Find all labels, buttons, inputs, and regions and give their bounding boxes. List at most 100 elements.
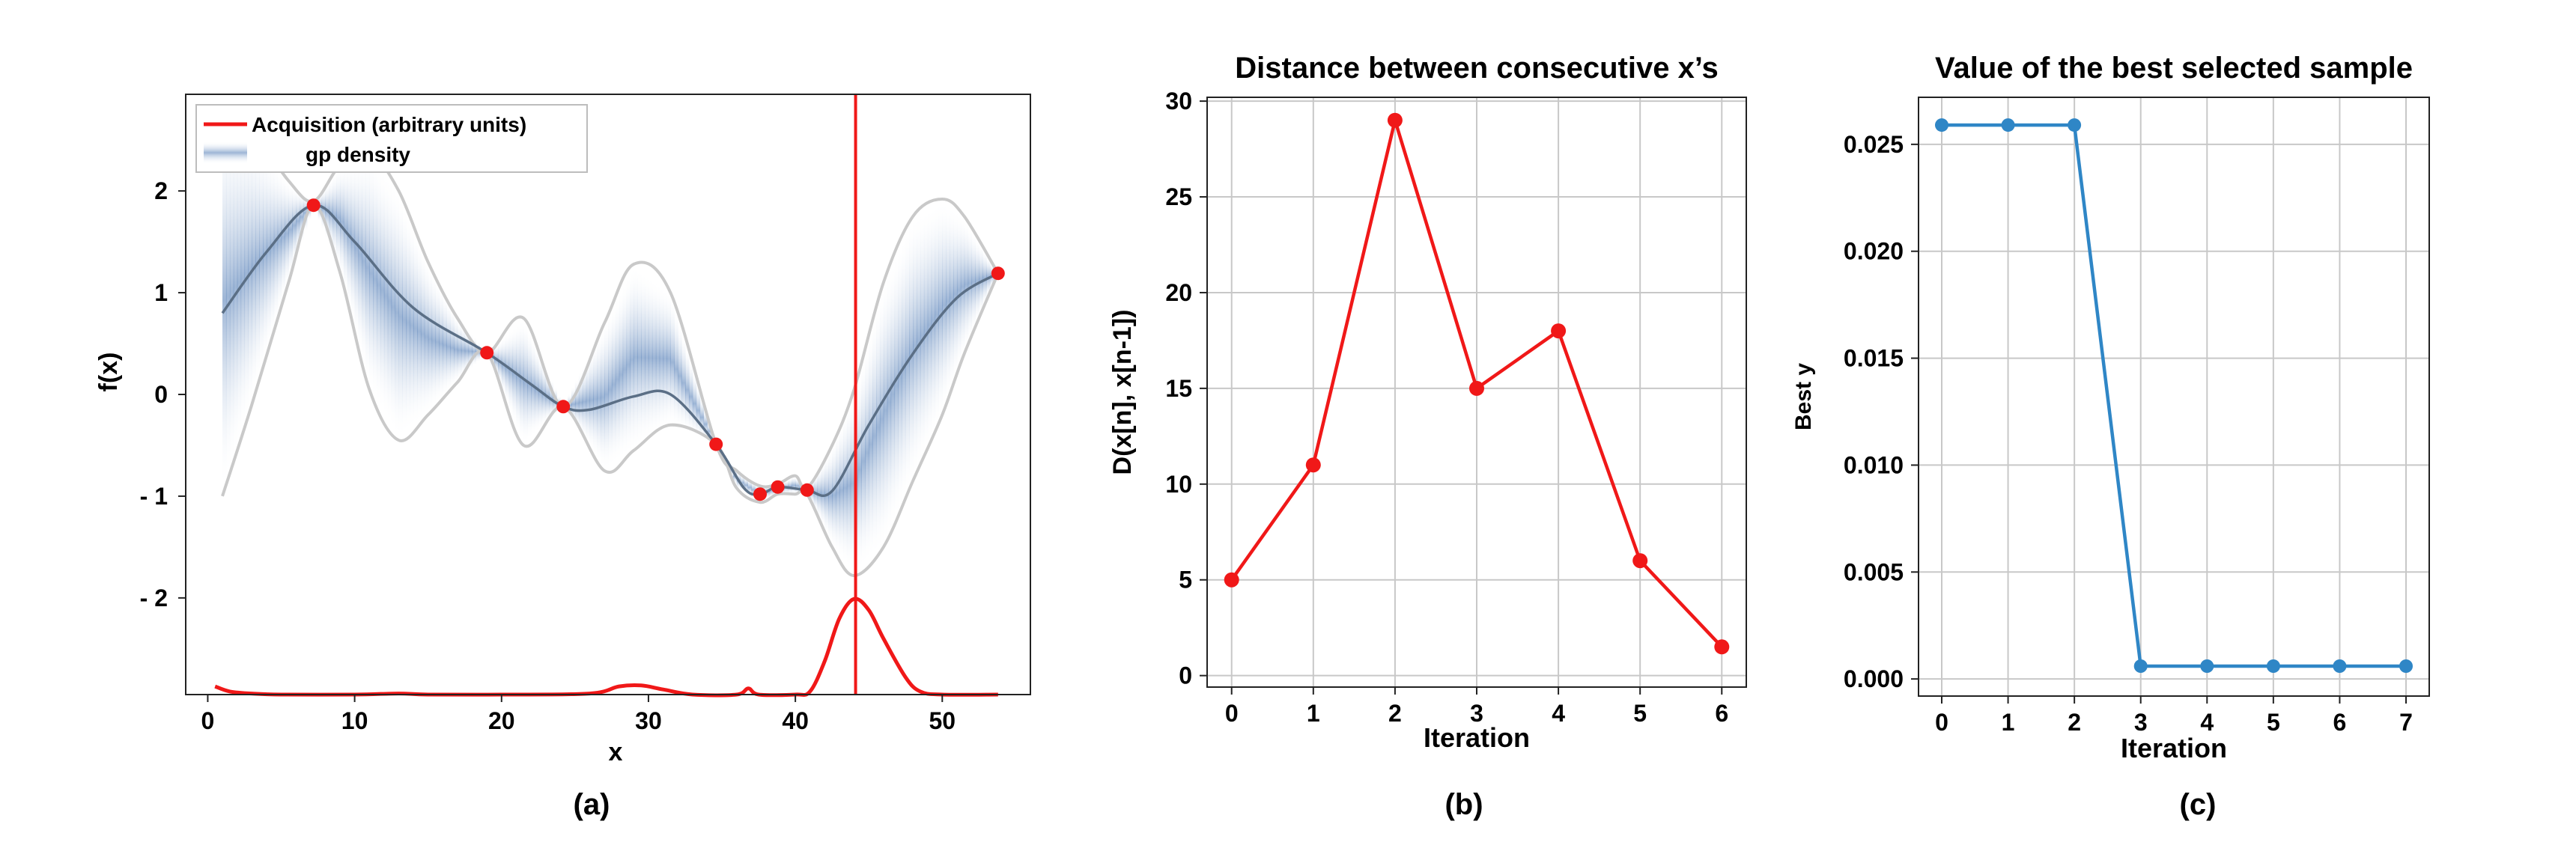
density-strip [839,421,844,559]
density-strip [270,158,275,338]
density-strip [857,369,862,570]
data-point [2200,659,2214,673]
density-strip [248,128,252,411]
x-tick-label-a: 40 [782,707,809,734]
axes-c: 0 1 2 3 4 5 6 7 0.000 0.005 0.010 0.015 0.020 0.025 Va… [1791,52,2430,763]
legend-box [195,104,588,173]
x-axis-label: Iteration [1424,722,1530,753]
x-tick-label-a: 30 [635,707,662,734]
density-strip [398,195,403,439]
density-strip [461,324,466,377]
density-strip [578,371,583,434]
caption-a: (a) [574,788,610,821]
y-tick-label: 0.000 [1844,665,1904,692]
density-strip [531,338,535,436]
y-axis-label-a: f(x) [94,353,123,392]
density-strip [413,231,418,427]
legend-density-swatch [204,141,247,164]
caption-b: (b) [1445,788,1483,821]
sample-point [306,198,321,213]
density-strip [431,272,437,409]
data-point [2399,659,2413,673]
density-strip [296,188,300,254]
density-strip [666,291,671,427]
density-strip [950,206,954,390]
density-strip [303,194,308,232]
density-strip [468,333,473,370]
density-strip [894,253,899,519]
density-strip [420,248,425,420]
data-point [1305,457,1321,473]
density-strip [651,279,657,436]
density-strip [395,188,399,437]
density-strip [597,334,601,463]
density-strip [707,421,711,442]
density-strip [842,412,848,564]
density-strip [222,111,227,491]
density-strip [971,231,976,332]
density-strip [520,320,524,441]
y-axis-label: Best y [1791,363,1816,430]
density-strip [457,320,462,381]
data-point [2133,659,2148,673]
sample-point [556,400,571,414]
acquisition-line [214,597,998,698]
density-strip [244,126,249,422]
density-strip [626,275,631,454]
x-tick-label: 4 [1552,700,1565,727]
density-strip [472,338,476,366]
density-strip [380,169,385,412]
x-tick-label-a: 10 [341,707,368,734]
density-strip [678,323,682,429]
density-strip [692,372,697,436]
density-strip [967,225,973,341]
x-axis-label: Iteration [2121,733,2227,763]
density-strip [836,431,840,555]
density-strip [240,123,246,433]
density-strip [637,268,642,447]
axes-b: 0 1 2 3 4 5 6 0 5 10 15 20 25 30 Distance between cons… [1108,52,1747,753]
y-tick-label: 0.015 [1844,345,1904,372]
density-strip [923,209,929,452]
x-tick-label-a: 20 [488,707,515,734]
y-tick-label: 0.025 [1844,131,1904,158]
density-strip [516,323,520,432]
density-strip [377,164,381,406]
density-strip [795,478,800,495]
density-strip [292,185,297,266]
density-strip [464,329,470,373]
density-strip [373,159,377,399]
density-strip [343,162,348,295]
density-strip [913,215,917,477]
density-strip [387,179,392,424]
density-strip [740,474,745,492]
density-strip [589,349,594,451]
density-strip [340,165,344,280]
data-point [2333,659,2347,673]
density-strip [358,156,362,353]
density-strip [681,335,686,430]
density-strip [505,333,510,404]
density-strip [670,299,675,426]
density-strip [435,279,440,405]
y-tick-label-a: - 2 [140,585,168,611]
density-strip [872,316,877,556]
density-strip [611,305,616,465]
density-strip [964,219,969,350]
x-tick-label: 7 [2399,709,2413,736]
density-strip [890,261,896,527]
density-strip [277,168,282,314]
density-strip [527,330,532,440]
density-strip [655,282,660,434]
density-strip [608,312,613,467]
x-tick-label: 5 [1633,700,1647,727]
density-strip [229,115,234,468]
density-strip [369,154,374,393]
density-strip [865,342,869,564]
density-strip [641,271,645,445]
y-tick-label-a: - 1 [140,483,168,510]
density-strip [593,341,598,457]
x-tick-label: 2 [1388,700,1402,727]
chart-panel-c: 0 1 2 3 4 5 6 7 0.000 0.005 0.010 0.015 0.020 0.025 Va… [1791,52,2430,821]
